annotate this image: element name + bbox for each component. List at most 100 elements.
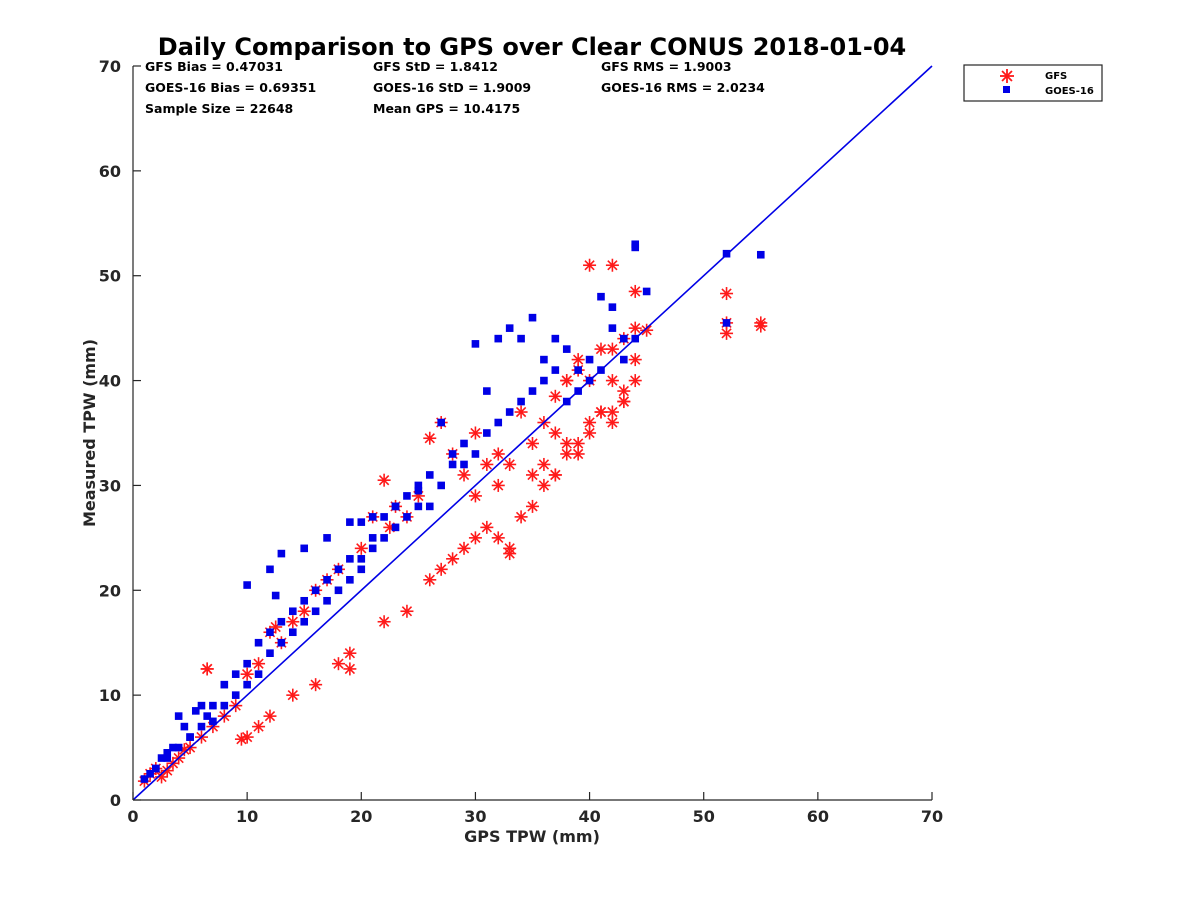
- gfs-point: [331, 657, 345, 671]
- goes16-point: [146, 769, 154, 778]
- y-tick-label: 70: [99, 57, 121, 76]
- goes16-point: [266, 565, 274, 574]
- goes16-point: [357, 555, 366, 563]
- gfs-point: [286, 615, 300, 629]
- gfs-point: [560, 374, 574, 388]
- plot-area: [132, 65, 933, 801]
- legend-gfs-label: GFS: [1045, 71, 1067, 82]
- legend-goes-marker: [1003, 86, 1010, 93]
- goes16-point: [346, 576, 354, 584]
- gfs-point: [354, 541, 368, 555]
- goes16-point: [448, 450, 457, 458]
- goes16-point: [471, 340, 480, 348]
- gfs-point: [434, 562, 448, 576]
- goes16-point: [505, 324, 514, 332]
- gfs-point: [594, 342, 608, 356]
- gfs-point: [377, 473, 391, 487]
- gfs-point: [605, 416, 619, 430]
- gfs-point: [571, 447, 585, 461]
- goes16-point: [243, 581, 251, 589]
- axes: 0 10 20 30 40 50 60 70 0 10 20 30 40 50 60 70: [99, 57, 943, 826]
- x-ticks: 0 10 20 30 40 50 60 70: [127, 792, 943, 826]
- x-tick-label: 60: [807, 807, 829, 826]
- gfs-point: [240, 730, 254, 744]
- gfs-point: [423, 573, 437, 587]
- x-axis-label: GPS TPW (mm): [464, 827, 600, 846]
- gfs-point: [468, 426, 482, 440]
- gfs-point: [343, 662, 357, 676]
- legend-box: [963, 64, 1103, 102]
- goes16-point: [585, 355, 594, 364]
- gfs-point: [240, 667, 254, 681]
- goes16-point: [368, 513, 377, 521]
- goes16-point: [243, 659, 251, 668]
- gfs-point: [457, 468, 471, 482]
- stat-gfs-std: GFS StD = 1.8412: [373, 59, 498, 74]
- goes16-point: [300, 544, 309, 553]
- gfs-point: [200, 662, 214, 676]
- gfs-point: [720, 326, 734, 340]
- goes16-point: [403, 513, 411, 521]
- y-axis-label: Measured TPW (mm): [80, 339, 99, 527]
- gfs-point: [526, 436, 539, 450]
- goes16-point: [311, 586, 320, 595]
- goes16-point: [414, 502, 423, 511]
- goes16-point: [425, 471, 434, 479]
- gfs-point: [423, 431, 437, 445]
- goes16-point: [380, 513, 388, 521]
- gfs-point: [605, 258, 619, 272]
- goes16-point: [391, 502, 400, 511]
- gfs-point: [468, 489, 482, 503]
- gfs-point: [160, 764, 174, 778]
- x-tick-label: 40: [578, 807, 600, 826]
- goes16-point: [266, 628, 274, 637]
- goes16-point: [243, 680, 251, 689]
- goes16-point: [437, 481, 445, 490]
- goes16-point: [403, 492, 411, 500]
- goes16-point: [483, 387, 491, 395]
- goes16-point: [277, 617, 286, 626]
- goes16-point: [334, 565, 343, 574]
- goes16-point: [163, 754, 172, 762]
- x-tick-label: 30: [464, 807, 486, 826]
- legend-gfs-asterisk: [1000, 69, 1014, 83]
- goes16-point: [368, 534, 377, 542]
- goes16-point: [191, 707, 200, 715]
- gfs-point: [571, 353, 585, 367]
- gfs-point: [468, 531, 482, 545]
- goes16-point: [174, 712, 183, 720]
- goes16-point: [620, 334, 628, 343]
- goes16-point: [528, 313, 537, 322]
- goes16-point: [448, 460, 457, 469]
- gfs-point: [491, 447, 505, 461]
- goes16-point: [323, 596, 331, 605]
- goes16-point: [209, 701, 217, 710]
- goes16-point: [157, 754, 166, 762]
- goes16-point: [483, 429, 491, 437]
- x-tick-label: 10: [236, 807, 258, 826]
- legend: GFS GOES-16: [963, 64, 1103, 102]
- gfs-point: [605, 342, 619, 356]
- chart-title: Daily Comparison to GPS over Clear CONUS…: [158, 33, 906, 61]
- y-tick-label: 10: [99, 686, 121, 705]
- goes16-point: [597, 292, 605, 301]
- gfs-point: [583, 426, 597, 440]
- y-tick-label: 60: [99, 162, 121, 181]
- goes16-point: [574, 366, 582, 374]
- y-tick-label: 50: [99, 267, 121, 286]
- goes16-point: [300, 596, 309, 605]
- gfs-point: [252, 720, 266, 734]
- goes16-point: [642, 287, 651, 296]
- goes16-point: [300, 617, 309, 626]
- goes16-point: [471, 450, 480, 458]
- goes16-point: [220, 701, 229, 710]
- goes16-point: [391, 523, 400, 532]
- gfs-point: [309, 678, 323, 692]
- gfs-point: [640, 323, 654, 337]
- x-tick-label: 20: [350, 807, 372, 826]
- x-tick-label: 50: [693, 807, 715, 826]
- goes16-point: [357, 518, 366, 526]
- gfs-point: [560, 447, 574, 461]
- y-tick-label: 0: [110, 791, 121, 810]
- y-tick-label: 40: [99, 372, 121, 391]
